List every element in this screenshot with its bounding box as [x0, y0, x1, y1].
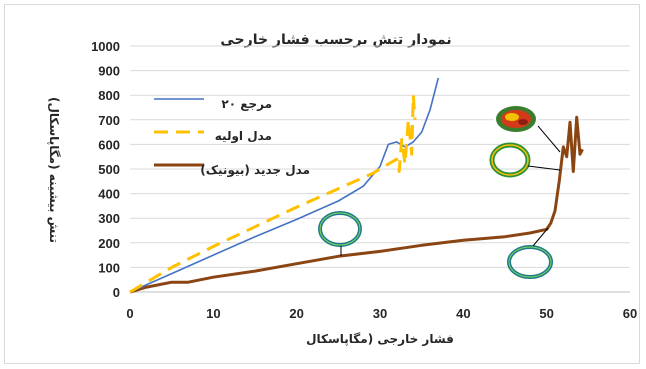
y-tick-label: 400: [98, 187, 120, 202]
x-axis-label: فشار خارجی (مگاپاسکال: [306, 332, 454, 346]
ring-inset-buckled: [489, 142, 531, 178]
x-tick-label: 60: [623, 306, 637, 321]
y-tick-label: 300: [98, 211, 120, 226]
chart-frame: [4, 4, 640, 364]
legend-label-ref20: مرجع ۲۰: [221, 97, 272, 111]
gridlines: [130, 45, 630, 293]
pointer-line-4: [532, 227, 549, 247]
y-tick-label: 200: [98, 236, 120, 251]
y-tick-labels: 0 100 200 300 400 500 600 700 800 900 1000: [91, 39, 120, 300]
ring-inset-blue-2: [507, 245, 553, 279]
series-line-0: [129, 77, 440, 293]
y-tick-label: 800: [98, 88, 120, 103]
data-series: [129, 77, 584, 294]
y-tick-label: 900: [98, 64, 120, 79]
pointer-line-1: [537, 125, 561, 153]
y-tick-label: 600: [98, 137, 120, 152]
y-tick-label: 0: [113, 285, 120, 300]
y-tick-label: 1000: [91, 39, 120, 54]
legend: مرجع ۲۰ مدل اولیه مدل جدید (بیونیک): [154, 97, 310, 178]
ring-inset-deformed-red: [494, 103, 538, 135]
y-tick-label: 500: [98, 162, 120, 177]
x-tick-label: 20: [289, 306, 303, 321]
x-tick-label: 30: [373, 306, 387, 321]
series-line-2: [129, 115, 584, 294]
x-tick-labels: 0 10 20 30 40 50 60: [126, 306, 637, 321]
y-axis-label: تنش بیشینه (مگاپاسکال): [47, 97, 61, 243]
x-tick-label: 0: [126, 306, 133, 321]
legend-label-initial-model: مدل اولیه: [215, 129, 272, 144]
series-line-1: [129, 93, 417, 294]
x-tick-label: 40: [456, 306, 470, 321]
legend-label-bionic-model: مدل جدید (بیونیک): [200, 163, 310, 178]
x-tick-label: 10: [206, 306, 220, 321]
chart-title: نمودار تنش برحسب فشار خارجی: [220, 32, 451, 48]
x-tick-label: 50: [539, 306, 553, 321]
y-tick-label: 700: [98, 113, 120, 128]
ring-inset-blue-1: [318, 211, 362, 247]
y-tick-label: 100: [98, 260, 120, 275]
pointer-line-2: [527, 165, 561, 171]
